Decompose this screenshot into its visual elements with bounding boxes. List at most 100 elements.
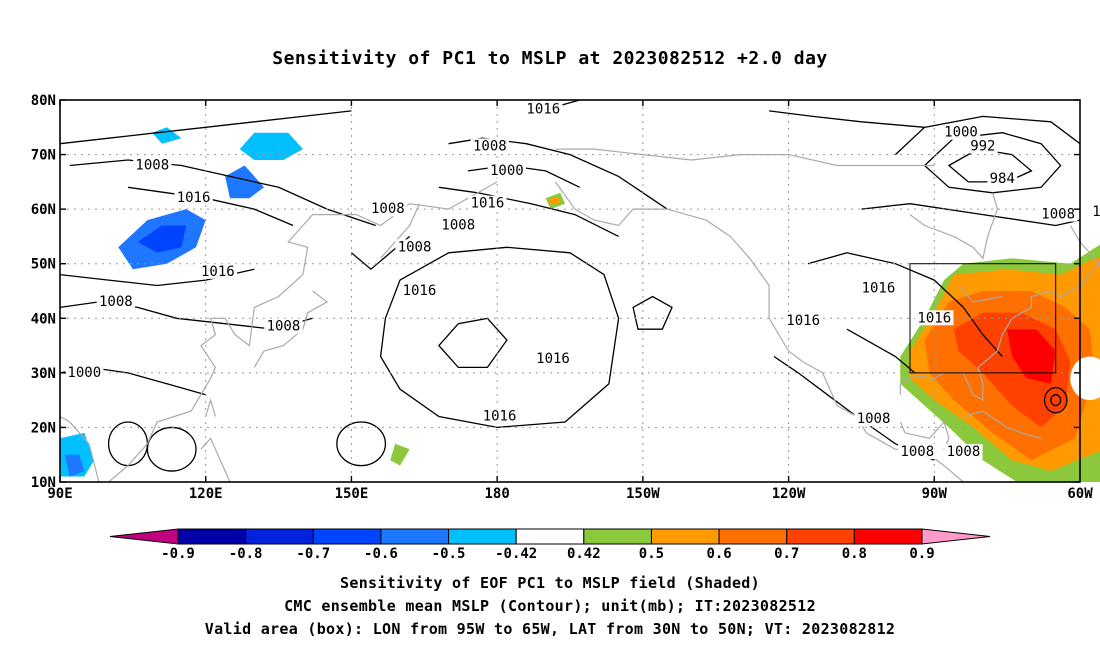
coast-east-asia	[108, 181, 498, 483]
lat-label: 70N	[31, 148, 56, 164]
coast-kamchatka	[380, 203, 420, 259]
coast-great-lakes	[958, 285, 1003, 303]
contour-label: 1008	[267, 318, 301, 334]
contour-label: 1008	[135, 157, 169, 173]
contour-label: 1008	[857, 411, 891, 427]
colorbar-segment	[245, 528, 314, 545]
contour-label: 1016	[483, 409, 517, 425]
positive-hole	[1070, 356, 1100, 401]
contour-label-bg	[859, 280, 898, 296]
negative-region-china-core	[137, 225, 187, 253]
contour-hurricane-inner	[1050, 394, 1062, 407]
colorbar-label: -0.42	[495, 546, 537, 562]
lon-label: 60W	[1067, 486, 1093, 502]
coast-east-america	[899, 225, 1100, 402]
contour-label: 1016	[471, 196, 505, 212]
mslp-contours	[59, 99, 1081, 472]
contour-label: 1008	[398, 239, 432, 255]
contour-label: 1016	[536, 351, 570, 367]
lat-label: 20N	[31, 420, 56, 436]
colorbar-label: 0.5	[639, 546, 664, 562]
contour-1016-small-high	[632, 295, 673, 330]
coast-arctic-america	[555, 148, 935, 167]
lat-label: 10N	[31, 475, 56, 491]
colorbar-segment	[853, 528, 923, 545]
positive-region-peak	[1007, 329, 1056, 384]
contour-label-bg	[1038, 206, 1078, 222]
contour-label-bg	[487, 162, 527, 178]
contour-label: 1008	[1041, 207, 1075, 223]
contour-1008-canada-north	[769, 110, 925, 128]
contour-label-bg	[898, 443, 937, 459]
colorbar-label: 0.6	[706, 546, 731, 562]
contour-label: 1000	[490, 163, 524, 179]
contour-label-bg	[915, 310, 954, 326]
contour-label-bg	[439, 217, 478, 233]
contour-label: 992	[970, 138, 995, 154]
contour-1016-eastern-us	[807, 252, 1003, 357]
valid-area-box	[909, 263, 1057, 374]
contour-low-south-asia	[107, 421, 149, 467]
contour-label-bg	[174, 190, 213, 206]
lat-label: 50N	[31, 257, 56, 273]
contour-label-bg	[944, 443, 983, 459]
contour-1008-arctic-asia	[59, 110, 352, 145]
sensitivity-shading	[60, 127, 1100, 482]
contour-label: 1008	[99, 294, 133, 310]
contour-label: 1016	[526, 101, 560, 117]
contour-label: 1016	[201, 264, 235, 280]
lat-label: 60N	[31, 202, 56, 218]
contour-label-bg	[987, 171, 1018, 187]
contour-label-bg	[96, 293, 136, 309]
coast-yucatan	[899, 420, 964, 456]
lon-label: 150E	[335, 486, 369, 502]
contour-label-bg	[368, 201, 408, 217]
contour-label: 1016	[177, 190, 211, 206]
contour-label: 1008	[371, 201, 405, 217]
contour-label-bg	[783, 313, 823, 329]
lon-label: 120W	[772, 486, 806, 502]
colorbar-label: -0.9	[161, 546, 195, 562]
contour-label-bg	[1089, 203, 1100, 219]
contour-hurricane-outer	[1043, 386, 1068, 414]
lat-label: 40N	[31, 311, 56, 327]
caption-line-1: Sensitivity of EOF PC1 to MSLP field (Sh…	[340, 574, 760, 592]
colorbar: -0.9 -0.8 -0.7 -0.6 -0.5 -0.42 0.42 0.5 0.6 0.7 0.…	[109, 528, 991, 562]
caption-line-2: CMC ensemble mean MSLP (Contour); unit(m…	[284, 597, 816, 615]
colorbar-segment	[786, 528, 855, 545]
contour-label: 1008	[441, 218, 475, 234]
contour-label-bg	[854, 411, 893, 427]
contour-1016-texas	[846, 328, 916, 374]
contour-label-bg	[480, 408, 519, 424]
map-frame	[59, 99, 1081, 483]
colorbar-label: 0.9	[909, 546, 934, 562]
contour-1008-atlantic	[861, 203, 1081, 227]
contour-label-bg	[533, 351, 573, 367]
contour-label-bg	[967, 138, 998, 154]
contour-1016-alaska	[438, 186, 619, 237]
colorbar-label: 0.7	[774, 546, 799, 562]
contour-label: 1016	[862, 280, 896, 296]
colorbar-label: 0.42	[567, 546, 601, 562]
colorbar-label: -0.8	[229, 546, 263, 562]
colorbar-label: -0.5	[432, 546, 466, 562]
colorbar-segment	[312, 528, 382, 545]
positive-region-pacific	[390, 443, 410, 466]
contour-label-bg	[400, 283, 439, 298]
contour-label: 1000	[67, 365, 101, 381]
lon-label: 90W	[922, 486, 948, 502]
lon-label: 90E	[47, 486, 72, 502]
lon-label: 150W	[626, 486, 660, 502]
colorbar-segment	[650, 528, 720, 545]
contour-label: 1016	[786, 313, 820, 329]
contour-label: 1016	[1092, 204, 1100, 220]
contour-labels: 1016 1008 1000 1016 1008 1008 1016 1008 1008 1016…	[65, 101, 1100, 460]
contour-1024-pacific-high	[438, 317, 508, 369]
contour-label-bg	[470, 138, 510, 154]
contour-label-bg	[524, 101, 563, 117]
contour-label: 1008	[473, 138, 507, 154]
colorbar-segment	[177, 528, 247, 545]
colorbar-segment	[583, 528, 652, 545]
